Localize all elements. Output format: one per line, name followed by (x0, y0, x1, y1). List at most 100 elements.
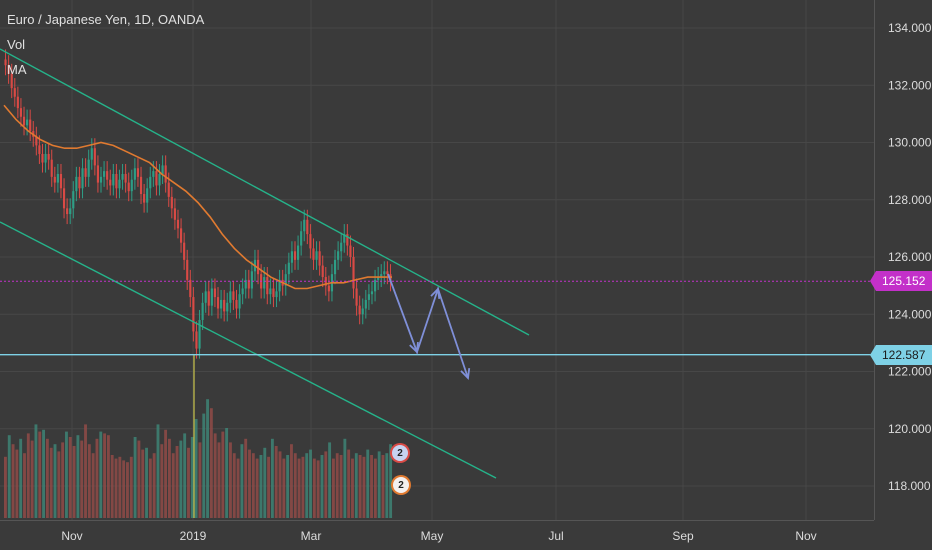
volume-bar (167, 438, 171, 518)
volume-bar (110, 455, 114, 518)
candle-body (173, 208, 176, 220)
volume-bar (328, 442, 332, 518)
volume-bar (389, 444, 393, 518)
candle-body (201, 302, 204, 320)
candle-body (13, 88, 16, 97)
volume-bar (324, 451, 328, 518)
arrowhead-icon (409, 341, 419, 354)
x-tick-label: Sep (672, 529, 694, 543)
candle-body (186, 259, 189, 280)
candle-body (192, 297, 195, 332)
candle-body (127, 182, 130, 192)
volume-bar (171, 453, 175, 518)
candle-body (183, 242, 186, 260)
x-tick-label: Mar (301, 529, 322, 543)
volume-bar (160, 444, 164, 518)
candle-body (19, 108, 23, 117)
volume-bar (179, 440, 183, 518)
volume-bar (99, 431, 103, 518)
support-price-tag: 122.587 (870, 344, 932, 365)
candle-body (377, 277, 380, 280)
volume-bar (19, 438, 23, 518)
candle-body (358, 305, 361, 315)
event-badge-a[interactable]: 2 (392, 445, 408, 461)
candle-body (241, 288, 244, 295)
candle-body (22, 116, 26, 126)
candle-body (223, 299, 226, 312)
tag-arrow-icon (870, 271, 876, 292)
candle-body (136, 168, 140, 177)
candle-body (66, 208, 69, 215)
candle-body (327, 285, 330, 292)
volume-bar (114, 458, 118, 518)
candle-body (16, 96, 19, 109)
volume-bar (381, 455, 385, 518)
candle-body (69, 208, 72, 215)
volume-bar (263, 447, 267, 518)
volume-bar (72, 446, 76, 518)
candle-body (143, 194, 146, 203)
candle-body (10, 73, 13, 89)
candle-body (4, 59, 7, 66)
volume-bar (259, 455, 263, 518)
candle-body (293, 251, 297, 260)
candle-body (333, 259, 337, 275)
candle-body (130, 179, 133, 192)
candle-body (109, 179, 112, 186)
volume-bar (267, 456, 271, 518)
volume-bar (198, 442, 202, 518)
candle-body (213, 288, 217, 298)
y-tick-label: 124.000 (888, 307, 932, 321)
candle-body (318, 251, 321, 266)
volume-bar (209, 408, 213, 518)
volume-bar (84, 424, 87, 518)
volume-bar (141, 449, 145, 518)
volume-bar (248, 449, 251, 518)
candle-body (84, 168, 87, 177)
candle-body (309, 234, 312, 249)
candle-body (238, 294, 241, 309)
volume-bar (282, 458, 286, 518)
volume-bar (221, 431, 225, 518)
volume-bar (312, 458, 316, 518)
volume-bar (11, 444, 15, 518)
volume-bar (320, 455, 324, 518)
candle-body (312, 248, 315, 260)
candle-body (41, 153, 44, 163)
volume-bar (270, 438, 274, 518)
volume-bar (335, 453, 339, 518)
volume-bar (206, 399, 209, 518)
volume-bar (351, 458, 354, 518)
volume-bar (370, 455, 373, 518)
volume-bar (202, 413, 206, 518)
volume-bar (61, 442, 65, 518)
volume-bar (57, 451, 61, 518)
volume-bar (316, 460, 320, 518)
candle-body (161, 165, 164, 174)
volume-bar (255, 458, 259, 518)
candle-body (204, 291, 207, 303)
candle-body (337, 251, 340, 260)
candle-body (216, 297, 220, 309)
candle-body (179, 228, 183, 243)
volume-bar (122, 460, 126, 518)
projection-path (387, 273, 469, 379)
candle-body (207, 291, 210, 306)
volume-bar (15, 449, 19, 518)
volume-bar (331, 458, 335, 518)
candle-body (235, 299, 238, 309)
event-badge-b[interactable]: 2 (393, 477, 409, 493)
candle-body (370, 291, 374, 295)
candle-body (29, 119, 32, 132)
x-tick-label: Nov (795, 529, 816, 543)
current-price-tag: 125.152 (870, 271, 932, 292)
volume-bar (53, 444, 57, 518)
candle-body (346, 234, 349, 246)
volume-bar (343, 438, 347, 518)
candle-body (269, 288, 272, 295)
x-tick-label: May (421, 529, 444, 543)
candle-body (266, 277, 269, 295)
volume-bar (38, 431, 42, 518)
candle-body (124, 173, 127, 183)
